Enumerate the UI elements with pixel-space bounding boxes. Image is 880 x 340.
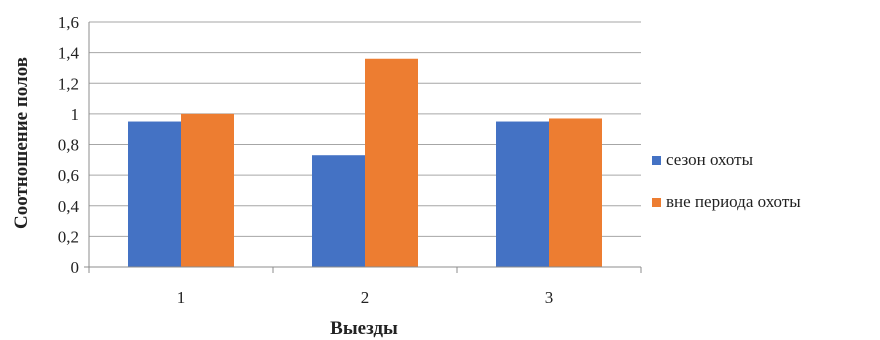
- x-axis-title: Выезды: [330, 318, 398, 339]
- y-tick-label: 0,8: [58, 136, 79, 155]
- axes: [84, 22, 642, 273]
- y-tick-label: 1,4: [58, 44, 80, 63]
- y-tick-label: 0,4: [58, 197, 80, 216]
- y-tick-label: 1,2: [58, 74, 79, 93]
- x-tick-label: 3: [545, 288, 554, 307]
- y-tick-label: 1: [71, 105, 80, 124]
- y-tick-label: 0,6: [58, 166, 79, 185]
- bar: [312, 155, 365, 267]
- y-axis-title: Соотношение полов: [11, 57, 32, 229]
- legend-swatch: [652, 156, 661, 165]
- legend-item: вне периода охоты: [652, 192, 801, 211]
- legend-item: сезон охоты: [652, 150, 754, 169]
- bar: [549, 118, 602, 267]
- bar: [365, 58, 418, 267]
- bar: [128, 121, 181, 267]
- y-tick-label: 0,2: [58, 227, 79, 246]
- x-tick-label: 2: [361, 288, 370, 307]
- legend-swatch: [652, 198, 661, 207]
- bars: [128, 58, 602, 267]
- y-tick-label: 1,6: [58, 13, 79, 32]
- legend-label: вне периода охоты: [666, 192, 801, 211]
- bar: [496, 121, 549, 267]
- x-tick-labels: 1 2 3: [177, 288, 554, 307]
- y-tick-labels: 0 0,2 0,4 0,6 0,8 1 1,2 1,4 1,6: [58, 13, 80, 277]
- x-tick-label: 1: [177, 288, 186, 307]
- bar: [181, 113, 234, 267]
- legend: сезон охоты вне периода охоты: [652, 150, 801, 211]
- y-tick-label: 0: [71, 258, 80, 277]
- legend-label: сезон охоты: [666, 150, 754, 169]
